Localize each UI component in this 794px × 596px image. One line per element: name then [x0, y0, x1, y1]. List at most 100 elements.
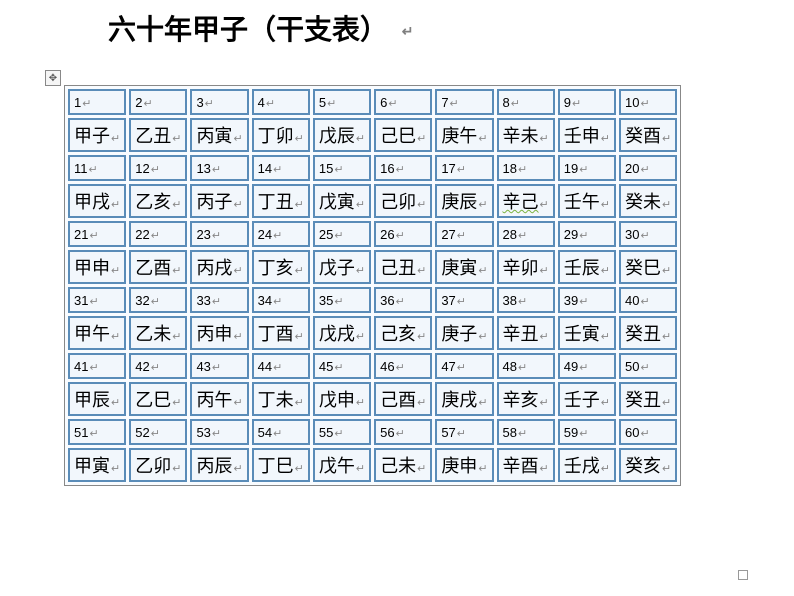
cell-number: 45↵ — [313, 353, 371, 379]
move-handle-glyph: ✥ — [49, 73, 57, 84]
cell-value: 壬寅 — [564, 324, 600, 344]
paragraph-mark-icon: ↵ — [579, 230, 588, 242]
paragraph-mark-icon: ↵ — [111, 133, 120, 145]
cell-number: 22↵ — [129, 221, 187, 247]
cell-value: 壬戌 — [564, 456, 600, 476]
table-row: 甲戌↵乙亥↵丙子↵丁丑↵戊寅↵己卯↵庚辰↵辛己↵壬午↵癸未↵ — [68, 184, 677, 218]
table-row: 甲辰↵乙巳↵丙午↵丁未↵戊申↵己酉↵庚戌↵辛亥↵壬子↵癸丑↵ — [68, 382, 677, 416]
cell-value: 乙丑 — [135, 126, 171, 146]
cell-number: 36↵ — [374, 287, 432, 313]
cell-number: 40↵ — [619, 287, 677, 313]
cell-value: 45 — [319, 359, 333, 374]
table-row: 甲子↵乙丑↵丙寅↵丁卯↵戊辰↵己巳↵庚午↵辛未↵壬申↵癸酉↵ — [68, 118, 677, 152]
paragraph-mark-icon: ↵ — [601, 133, 610, 145]
paragraph-mark-icon: ↵ — [640, 362, 649, 374]
cell-number: 28↵ — [497, 221, 555, 247]
cell-ganzhi: 甲午↵ — [68, 316, 126, 350]
table-move-handle-icon[interactable]: ✥ — [45, 70, 61, 86]
cell-value: 30 — [625, 227, 639, 242]
paragraph-mark-icon: ↵ — [233, 199, 242, 211]
table-resize-handle-icon[interactable] — [738, 570, 748, 580]
cell-value: 36 — [380, 293, 394, 308]
cell-number: 31↵ — [68, 287, 126, 313]
paragraph-mark-icon: ↵ — [478, 199, 487, 211]
cell-number: 8↵ — [497, 89, 555, 115]
cell-value: 14 — [258, 161, 272, 176]
paragraph-mark-icon: ↵ — [111, 265, 120, 277]
cell-value: 54 — [258, 425, 272, 440]
cell-number: 56↵ — [374, 419, 432, 445]
cell-value: 戊辰 — [319, 126, 355, 146]
cell-ganzhi: 丁巳↵ — [252, 448, 310, 482]
cell-value: 癸亥 — [625, 456, 661, 476]
paragraph-mark-icon: ↵ — [172, 331, 181, 343]
cell-number: 6↵ — [374, 89, 432, 115]
cell-value: 己未 — [380, 456, 416, 476]
cell-value: 44 — [258, 359, 272, 374]
cell-ganzhi: 壬申↵ — [558, 118, 616, 152]
paragraph-mark-icon: ↵ — [89, 296, 98, 308]
cell-value: 乙亥 — [135, 192, 171, 212]
paragraph-mark-icon: ↵ — [540, 133, 549, 145]
cell-value: 48 — [503, 359, 517, 374]
paragraph-mark-icon: ↵ — [457, 428, 466, 440]
cell-ganzhi: 戊申↵ — [313, 382, 371, 416]
paragraph-mark-icon: ↵ — [540, 199, 549, 211]
cell-number: 44↵ — [252, 353, 310, 379]
cell-number: 30↵ — [619, 221, 677, 247]
paragraph-mark-icon: ↵ — [662, 199, 671, 211]
cell-value: 庚子 — [441, 324, 477, 344]
cell-ganzhi: 丙午↵ — [190, 382, 248, 416]
cell-value: 辛丑 — [503, 324, 539, 344]
cell-number: 57↵ — [435, 419, 493, 445]
cell-number: 53↵ — [190, 419, 248, 445]
cell-value: 戊子 — [319, 258, 355, 278]
cell-value: 31 — [74, 293, 88, 308]
cell-value: 59 — [564, 425, 578, 440]
cell-value: 18 — [503, 161, 517, 176]
paragraph-mark-icon: ↵ — [518, 164, 527, 176]
cell-value: 丁巳 — [258, 456, 294, 476]
ganzhi-table: 1↵2↵3↵4↵5↵6↵7↵8↵9↵10↵甲子↵乙丑↵丙寅↵丁卯↵戊辰↵己巳↵庚… — [65, 86, 680, 485]
cell-ganzhi: 乙亥↵ — [129, 184, 187, 218]
cell-ganzhi: 壬辰↵ — [558, 250, 616, 284]
cell-ganzhi: 庚辰↵ — [435, 184, 493, 218]
cell-number: 23↵ — [190, 221, 248, 247]
cell-value: 戊申 — [319, 390, 355, 410]
cell-ganzhi: 辛丑↵ — [497, 316, 555, 350]
paragraph-mark-icon: ↵ — [396, 296, 405, 308]
cell-number: 52↵ — [129, 419, 187, 445]
cell-number: 3↵ — [190, 89, 248, 115]
cell-value: 50 — [625, 359, 639, 374]
table-row: 41↵42↵43↵44↵45↵46↵47↵48↵49↵50↵ — [68, 353, 677, 379]
cell-value: 17 — [441, 161, 455, 176]
paragraph-mark-icon: ↵ — [233, 133, 242, 145]
paragraph-mark-icon: ↵ — [579, 428, 588, 440]
paragraph-mark-icon: ↵ — [273, 164, 282, 176]
cell-ganzhi: 甲辰↵ — [68, 382, 126, 416]
cell-value: 己卯 — [380, 192, 416, 212]
paragraph-mark-icon: ↵ — [417, 133, 426, 145]
cell-value: 壬申 — [564, 126, 600, 146]
cell-value: 56 — [380, 425, 394, 440]
cell-value: 53 — [196, 425, 210, 440]
page-title: 六十年甲子（干支表） ↵ — [108, 8, 414, 48]
paragraph-mark-icon: ↵ — [388, 98, 397, 110]
cell-value: 19 — [564, 161, 578, 176]
cell-number: 41↵ — [68, 353, 126, 379]
paragraph-mark-icon: ↵ — [143, 98, 152, 110]
cell-value: 16 — [380, 161, 394, 176]
paragraph-mark-icon: ↵ — [402, 23, 414, 39]
paragraph-mark-icon: ↵ — [295, 133, 304, 145]
cell-ganzhi: 辛酉↵ — [497, 448, 555, 482]
paragraph-mark-icon: ↵ — [111, 331, 120, 343]
cell-value: 辛亥 — [503, 390, 539, 410]
paragraph-mark-icon: ↵ — [396, 230, 405, 242]
cell-value: 庚寅 — [441, 258, 477, 278]
cell-ganzhi: 丙申↵ — [190, 316, 248, 350]
cell-value: 辛未 — [503, 126, 539, 146]
paragraph-mark-icon: ↵ — [396, 362, 405, 374]
cell-value: 15 — [319, 161, 333, 176]
paragraph-mark-icon: ↵ — [89, 362, 98, 374]
cell-ganzhi: 丙子↵ — [190, 184, 248, 218]
